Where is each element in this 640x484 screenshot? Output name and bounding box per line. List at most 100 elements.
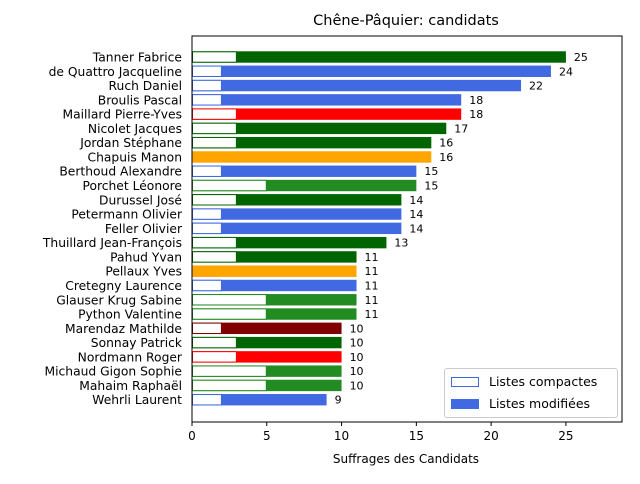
value-label: 13 — [394, 237, 408, 250]
bar-modified — [192, 79, 522, 92]
category-label: Ruch Daniel — [109, 79, 182, 93]
bar-compact — [192, 365, 267, 377]
bar-compact — [192, 165, 222, 177]
bar-modified — [192, 165, 417, 177]
bar-modified — [192, 108, 462, 120]
bar-modified — [192, 236, 387, 249]
bar-compact — [192, 94, 222, 106]
value-label: 9 — [335, 394, 342, 407]
bar-compact — [192, 79, 222, 92]
value-label: 14 — [409, 208, 423, 221]
bar-modified — [192, 294, 357, 306]
category-label: Thuillard Jean-François — [42, 236, 182, 250]
category-label: Marendaz Mathilde — [65, 322, 182, 336]
bar-modified — [192, 122, 447, 135]
bar-compact — [192, 222, 222, 235]
x-axis: 0 5 10 15 20 25 — [188, 422, 574, 443]
value-label: 22 — [529, 80, 543, 93]
bar-compact — [192, 379, 267, 392]
legend-item-compact: Listes compactes — [445, 373, 617, 393]
x-tick-label: 5 — [263, 429, 271, 443]
category-label: Nicolet Jacques — [88, 122, 182, 136]
bar-modified — [192, 94, 462, 106]
bar-compact — [192, 236, 237, 249]
value-label: 17 — [454, 122, 468, 135]
value-labels: 2524221818171616151514141413111111111110… — [335, 51, 588, 407]
bar-modified — [192, 151, 432, 163]
value-label: 18 — [469, 108, 483, 121]
bar-compact — [192, 208, 222, 220]
category-label: Wehrli Laurent — [92, 393, 182, 407]
bar-modified — [192, 208, 402, 220]
bar-compact — [192, 122, 237, 135]
category-label: de Quattro Jacqueline — [49, 65, 182, 79]
bar-modified — [192, 179, 417, 192]
category-label: Sonnay Patrick — [91, 336, 183, 350]
value-label: 10 — [350, 322, 364, 335]
value-label: 15 — [424, 180, 438, 193]
legend-item-modified: Listes modifiées — [445, 395, 617, 415]
legend-swatch-filled — [451, 399, 479, 409]
value-label: 14 — [409, 222, 423, 235]
value-label: 10 — [350, 351, 364, 364]
bar-compact — [192, 279, 222, 292]
x-tick-label: 15 — [409, 429, 424, 443]
value-label: 11 — [365, 279, 379, 292]
category-label: Pellaux Yves — [105, 265, 182, 279]
bar-compact — [192, 179, 267, 192]
bar-compact — [192, 251, 237, 263]
bars-layer — [192, 51, 566, 406]
bar-modified — [192, 336, 342, 349]
bar-compact — [192, 51, 237, 63]
bar-modified — [192, 51, 566, 63]
bar-modified — [192, 351, 342, 363]
value-label: 10 — [350, 379, 364, 392]
value-label: 11 — [365, 294, 379, 307]
value-label: 11 — [365, 265, 379, 278]
category-label: Mahaim Raphaël — [79, 379, 182, 393]
bar-compact — [192, 194, 237, 206]
value-label: 11 — [365, 251, 379, 264]
value-label: 16 — [439, 151, 453, 164]
bar-compact — [192, 308, 267, 320]
legend-swatch-outline — [451, 377, 479, 387]
value-label: 15 — [424, 165, 438, 178]
value-label: 10 — [350, 337, 364, 350]
legend: Listes compactes Listes modifiées — [444, 368, 618, 418]
bar-modified — [192, 194, 402, 206]
bar-modified — [192, 394, 327, 406]
bar-compact — [192, 351, 237, 363]
value-label: 25 — [574, 51, 588, 64]
category-label: Michaud Gigon Sophie — [44, 365, 182, 379]
value-label: 24 — [559, 65, 573, 78]
value-label: 16 — [439, 137, 453, 150]
bar-modified — [192, 308, 357, 320]
category-label: Glauser Krug Sabine — [56, 293, 182, 307]
category-label: Jordan Stéphane — [79, 136, 182, 150]
bar-compact — [192, 322, 222, 335]
category-label: Maillard Pierre-Yves — [62, 108, 182, 122]
bar-modified — [192, 251, 357, 263]
legend-label: Listes compactes — [489, 374, 598, 389]
value-label: 11 — [365, 308, 379, 321]
bar-modified — [192, 65, 551, 77]
bar-compact — [192, 336, 237, 349]
category-label: Berthoud Alexandre — [59, 165, 182, 179]
chart-title: Chêne-Pâquier: candidats — [313, 13, 499, 29]
bar-compact — [192, 136, 237, 149]
bar-compact — [192, 65, 222, 77]
category-label: Chapuis Manon — [87, 150, 182, 164]
value-label: 18 — [469, 94, 483, 107]
bar-compact — [192, 394, 222, 406]
x-tick-label: 25 — [558, 429, 573, 443]
category-label: Cretegny Laurence — [65, 279, 182, 293]
bar-modified — [192, 222, 402, 235]
bar-modified — [192, 279, 357, 292]
x-tick-label: 10 — [334, 429, 349, 443]
category-label: Tanner Fabrice — [92, 51, 182, 65]
plot-frame — [191, 35, 623, 423]
category-label: Broulis Pascal — [98, 93, 182, 107]
